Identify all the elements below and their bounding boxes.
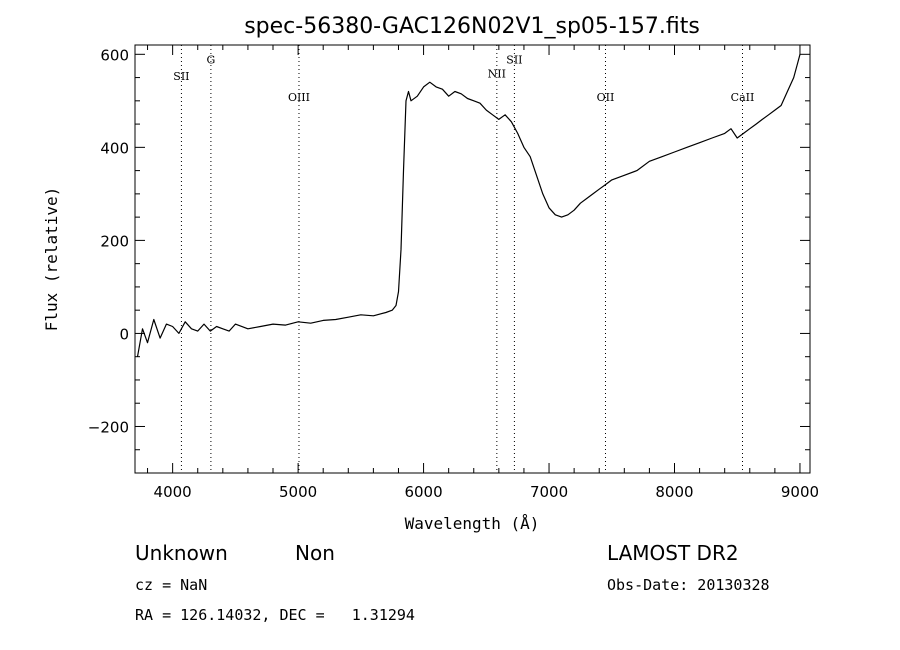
plot-frame (134, 44, 811, 474)
obs-date-text: Obs-Date: 20130328 (607, 576, 770, 594)
y-tick-label: 0 (119, 325, 129, 343)
class-text: Unknown (135, 541, 228, 565)
chart-title: spec-56380-GAC126N02V1_sp05-157.fits (244, 14, 700, 39)
subclass-text: Non (295, 541, 335, 565)
spectrum-line (136, 54, 801, 357)
y-tick-label: 600 (100, 46, 129, 64)
y-tick-label: −200 (88, 418, 129, 436)
line-marker-label: G (207, 54, 216, 67)
line-marker-label: OII (597, 91, 615, 104)
line-marker-label: CaII (731, 91, 755, 104)
axis-ticks (135, 45, 810, 474)
y-tick-label: 200 (100, 232, 129, 250)
x-axis-label: Wavelength (Å) (405, 514, 540, 533)
x-tick-label: 6000 (404, 483, 442, 501)
axis-tick-labels: 4000 5000 6000 7000 8000 9000 −200 0 200 400 600 (88, 46, 819, 501)
cz-text: cz = NaN (135, 576, 207, 594)
x-tick-label: 7000 (530, 483, 568, 501)
line-marker-label: NII (488, 68, 506, 81)
y-tick-label: 400 (100, 139, 129, 157)
x-tick-label: 9000 (781, 483, 819, 501)
line-marker-label: SII (173, 70, 189, 83)
y-axis-label: Flux (relative) (42, 187, 61, 332)
x-tick-label: 5000 (279, 483, 317, 501)
line-marker-label: SII (506, 54, 522, 67)
radec-text: RA = 126.14032, DEC = 1.31294 (135, 606, 415, 624)
line-marker-label: OIII (288, 91, 310, 104)
survey-text: LAMOST DR2 (607, 541, 739, 565)
x-tick-label: 4000 (154, 483, 192, 501)
x-tick-label: 8000 (655, 483, 693, 501)
spectrum-series (136, 54, 801, 357)
